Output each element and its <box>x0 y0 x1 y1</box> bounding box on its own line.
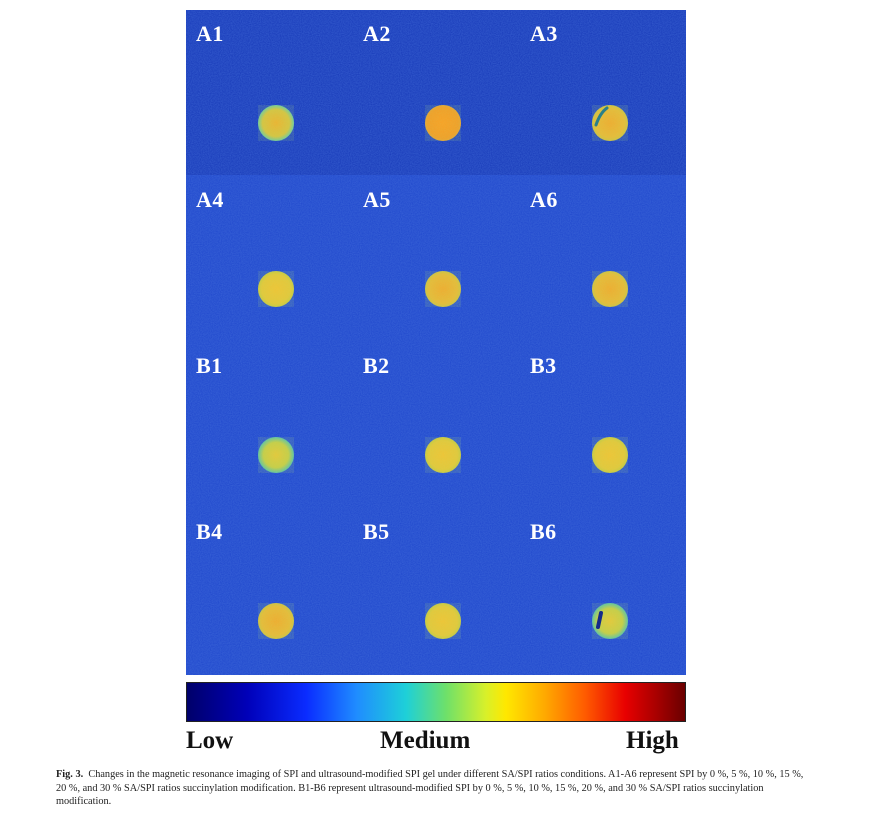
colorbar-high-label: High <box>626 727 679 754</box>
panel-label-a2: A2 <box>363 21 391 46</box>
sample-dot-a5 <box>425 271 461 307</box>
colorbar <box>186 682 686 722</box>
colorbar-low-label: Low <box>186 727 234 754</box>
sample-dot-a6 <box>592 271 628 307</box>
sample-dot-b2 <box>425 437 461 473</box>
figure-caption: Fig. 3. Changes in the magnetic resonanc… <box>56 768 816 809</box>
panel-label-b1: B1 <box>196 353 223 378</box>
sample-dot-b5 <box>425 603 461 639</box>
sample-dot-b6 <box>592 603 628 639</box>
panel-label-a3: A3 <box>530 21 558 46</box>
sample-dot-a2 <box>425 105 461 141</box>
colorbar-medium-label: Medium <box>380 727 471 754</box>
sample-dot-b3 <box>592 437 628 473</box>
mri-panel-grid <box>186 10 686 675</box>
panel-label-b3: B3 <box>530 353 557 378</box>
panel-label-a1: A1 <box>196 21 224 46</box>
panel-label-a4: A4 <box>196 187 224 212</box>
panel-label-b4: B4 <box>196 519 223 544</box>
sample-dot-a1 <box>258 105 294 141</box>
mri-figure: A1 A2 A3 A4 A5 A6 B1 B2 B3 B4 B5 B6 <box>186 10 686 675</box>
panel-label-b6: B6 <box>530 519 557 544</box>
panel-label-b5: B5 <box>363 519 390 544</box>
panel-label-a5: A5 <box>363 187 391 212</box>
sample-dot-b1 <box>258 437 294 473</box>
sample-dot-a3 <box>592 105 628 141</box>
mri-sample-dots <box>258 105 628 639</box>
sample-dot-b4 <box>258 603 294 639</box>
figure-caption-text: Changes in the magnetic resonance imagin… <box>56 769 804 807</box>
panel-label-a6: A6 <box>530 187 558 212</box>
sample-dot-a4 <box>258 271 294 307</box>
figure-number: Fig. 3. <box>56 769 84 780</box>
panel-label-b2: B2 <box>363 353 390 378</box>
